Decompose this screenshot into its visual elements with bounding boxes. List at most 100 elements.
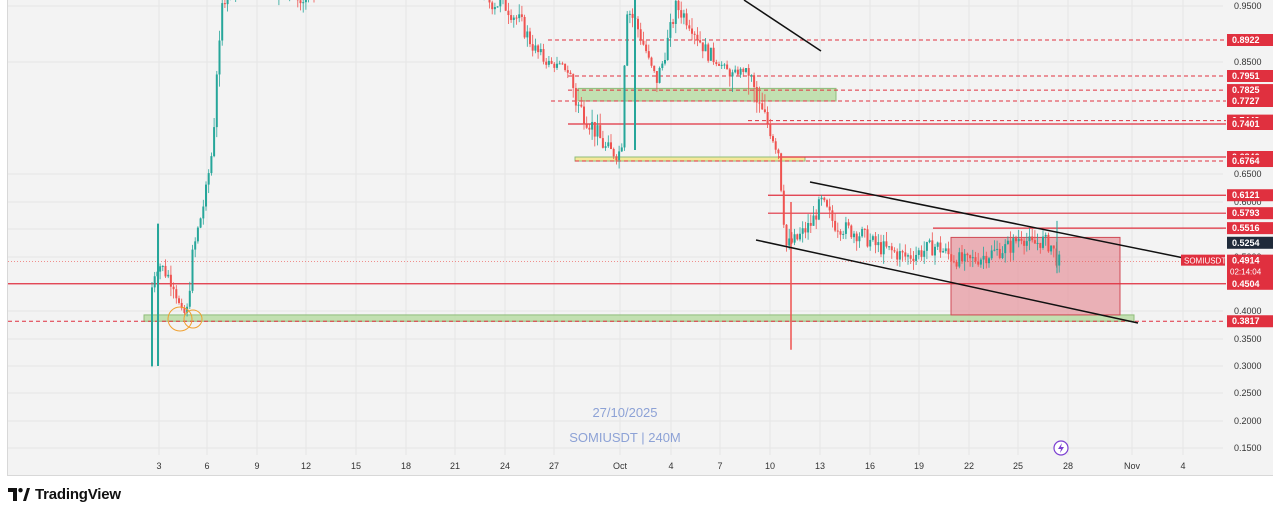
candle-body [734,69,737,73]
candle-body [712,47,715,63]
lightning-icon[interactable] [1053,440,1069,456]
candle-body [1017,238,1020,242]
candle-body [871,236,874,240]
candle-body [223,3,226,5]
candle-body [998,248,1001,258]
candle-body [742,68,745,72]
candle-body [1033,240,1036,244]
price-labels: 0.89220.79510.78250.77270.74490.74010.68… [1181,34,1273,328]
candle-body [842,233,845,235]
candle-body [645,44,648,52]
price-chart[interactable]: 27/10/2025 SOMIUSDT | 240M 0.9500 0.8500 0… [8,0,1273,476]
candle-body [993,249,996,251]
grid [8,0,1223,455]
chart-area[interactable]: 27/10/2025 SOMIUSDT | 240M 0.9500 0.8500 0… [7,0,1273,476]
green-resistance-zone [577,87,837,102]
candle-body [826,200,828,207]
time-tick-label: 19 [914,461,924,471]
candle-body [669,22,672,38]
candle-body [769,123,772,137]
candle-body [564,63,567,71]
price-level-badge [1227,118,1273,130]
candle-body [647,51,650,58]
candle-body [966,253,969,256]
candle-body [1044,234,1047,237]
candle-body [488,0,491,3]
candle-body [512,17,515,20]
time-tick-label: 21 [450,461,460,471]
brand-footer[interactable]: TradingView [8,486,121,503]
candle-body [931,240,934,256]
tradingview-logo-icon [8,488,30,501]
candle-body [1012,238,1015,253]
candle-body [566,70,569,73]
candle-body [664,60,666,64]
candle-body [615,156,618,161]
candle-body [718,64,720,66]
candle-body [545,61,548,65]
candle-body [990,250,993,259]
marked-price-badge [1227,236,1273,249]
candle-body [704,44,707,52]
candle-body [758,102,761,104]
candle-body [650,57,653,66]
candle-body [221,3,224,41]
candle-body [896,251,899,260]
price-level-label: 0.5793 [1232,208,1260,218]
price-level-label: 0.3817 [1232,316,1260,326]
last-price-badge [1227,254,1273,279]
candle-body [947,248,950,255]
candle-body [596,125,599,137]
symbol-label: SOMIUSDT [1184,257,1226,266]
candle-body [901,251,904,253]
price-level-badge [1227,155,1273,168]
price-level-badge [1227,277,1273,290]
candle-body [739,68,742,75]
candle-body [215,74,218,128]
candle-body [804,228,807,233]
candle-body [861,228,864,237]
watermark: 27/10/2025 SOMIUSDT | 240M [569,405,681,445]
candle-body [658,68,661,83]
marked-price-label: 0.5254 [1232,238,1260,248]
candle-body [877,242,880,246]
time-tick-label: 28 [1063,461,1073,471]
price-level-label: 0.5516 [1232,223,1260,233]
price-tick-label: 0.6500 [1234,169,1262,179]
candle-body [574,87,577,106]
candle-body [736,69,739,75]
candle-body [515,17,518,19]
candle-body [963,253,966,262]
candle-body [580,104,583,107]
zones [143,87,1135,322]
time-axis[interactable]: 3 6 9 12 15 18 21 24 27 Oct 4 7 10 13 16 19 22 25 28 Nov 4 [156,461,1185,471]
candle-body [672,22,675,24]
candle-body [547,60,550,65]
candle-body [529,31,531,45]
price-tick-label: 0.8500 [1234,57,1262,67]
price-level-badge [1227,95,1273,107]
candle-body [210,156,213,174]
candle-body [977,261,980,265]
candle-body [709,47,712,61]
candle-body [588,127,591,130]
candle-body [988,258,990,264]
candle-body [874,236,877,246]
time-tick-label: 15 [351,461,361,471]
candle-body [747,68,750,76]
price-level-label: 0.7401 [1232,119,1260,129]
candle-body [912,258,915,261]
candle-body [620,147,623,152]
candle-body [774,141,777,150]
time-tick-label: 25 [1013,461,1023,471]
candle-body [780,153,783,191]
candle-body [188,290,191,307]
candle-body [205,184,207,207]
time-tick-label: 18 [401,461,411,471]
time-tick-label: 27 [549,461,559,471]
price-tick-label: 0.2000 [1234,416,1262,426]
candle-body [858,236,861,242]
candle-body [1004,244,1007,254]
candle-body [809,222,812,226]
candle-body [507,10,510,16]
